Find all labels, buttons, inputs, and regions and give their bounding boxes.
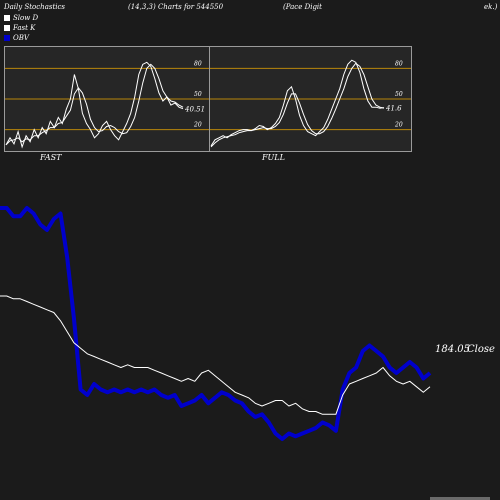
full-stochastic-panel: 20 50 80 41.6 <box>209 46 412 152</box>
full-series-line-0 <box>210 59 385 147</box>
price-line <box>0 295 431 415</box>
full-panel-title: FULL <box>262 153 285 162</box>
close-value-label: 184.05 <box>435 344 470 355</box>
full-tick-label-50: 50 <box>395 91 403 98</box>
full-tick-label-80: 80 <box>395 60 403 67</box>
fast-last-value-label: 40.51 <box>184 106 205 114</box>
legend-slow-d: Slow D <box>4 14 38 22</box>
full-last-value-label: 41.6 <box>385 105 402 113</box>
fast-panel-title: FAST <box>40 153 62 162</box>
legend-obv: OBV <box>4 34 29 42</box>
chart-title: Daily Stochastics <box>4 3 66 11</box>
company-name: (Pace Digit <box>283 3 322 11</box>
obv-line <box>0 206 432 441</box>
fast-tick-label-50: 50 <box>194 91 202 98</box>
legend-swatch-obv <box>4 35 10 41</box>
legend-swatch-slow-d <box>4 15 10 21</box>
full-series-line-1 <box>210 62 385 148</box>
legend-fast-k: Fast K <box>4 24 35 32</box>
legend-swatch-fast-k <box>4 25 10 31</box>
close-suffix-label: Close <box>467 344 495 355</box>
legend-label-obv: OBV <box>13 34 29 42</box>
chart-params: (14,3,3) Charts for 544550 <box>128 3 224 11</box>
footer-bar <box>430 497 490 500</box>
full-tick-label-20: 20 <box>394 122 403 129</box>
fast-series-line-1 <box>5 63 184 146</box>
fast-tick-label-80: 80 <box>194 60 202 67</box>
company-name-tail: ek.) <box>484 3 498 11</box>
fast-stochastic-panel: 20 50 80 40.51 <box>4 46 211 152</box>
legend-label-fast-k: Fast K <box>13 24 36 32</box>
legend-label-slow-d: Slow D <box>13 14 39 22</box>
fast-series-line-0 <box>5 61 184 149</box>
fast-tick-label-20: 20 <box>193 122 202 129</box>
